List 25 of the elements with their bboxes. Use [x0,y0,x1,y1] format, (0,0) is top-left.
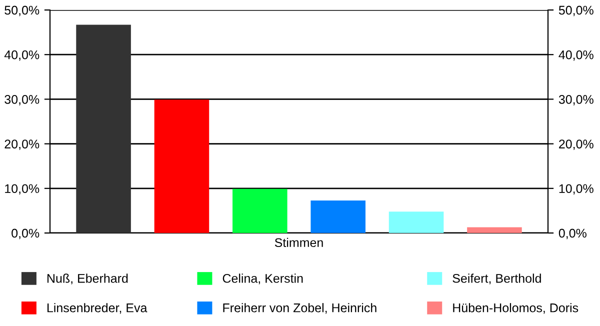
bar [232,188,288,233]
legend-label: Seifert, Berthold [452,274,541,284]
bar [76,24,131,233]
text: 0,0% [558,228,586,240]
y-tick-label: 40,0% [4,50,40,61]
text: 40,0% [558,50,594,61]
bar [310,200,366,233]
legend-label: Nuß, Eberhard [47,274,128,284]
text: 10,0% [559,184,594,195]
text: 20,0% [559,140,594,150]
bar [388,212,444,233]
text: 50,0% [558,6,594,16]
y-tick-label: 30,0% [4,95,40,106]
text: 30,0% [558,95,594,106]
bar [154,100,210,233]
y-tick-label: 0,0% [12,228,40,240]
legend-label: Freiherr von Zobel, Heinrich [223,303,376,314]
legend-label: Hüben-Holomos, Doris [453,303,578,314]
legend-label: Linsenbreder, Eva [47,303,148,314]
x-tick-label: Stimmen [274,238,323,248]
y-tick-label: 20,0% [4,140,40,150]
legend-label: Celina, Kerstin [222,274,303,284]
y-tick-label: 50,0% [4,6,40,16]
y-tick-label: 10,0% [5,184,40,195]
bar [467,227,522,233]
